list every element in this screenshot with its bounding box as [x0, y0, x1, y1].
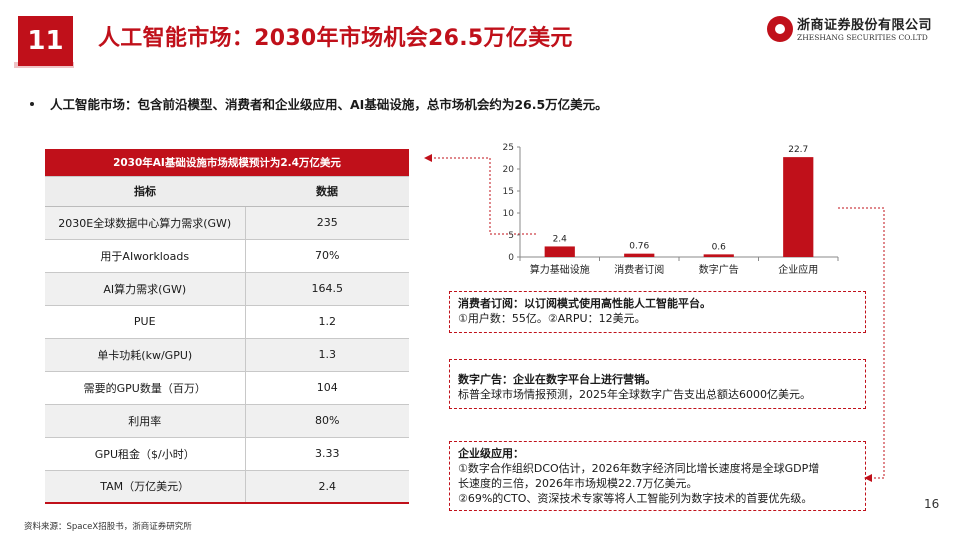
- logo-mark-icon: [767, 16, 793, 42]
- callout-enterprise-line2: 长速度的三倍，2026年市场规模22.7万亿美元。: [458, 477, 698, 490]
- table-cell-value: 2.4: [245, 470, 409, 504]
- table-cell-metric: GPU租金（$/小时）: [45, 437, 246, 471]
- table-cell-metric: 单卡功耗(kw/GPU): [45, 338, 246, 372]
- callout-consumer-body: ①用户数：55亿。②ARPU：12美元。: [458, 312, 646, 325]
- table-cell-value: 70%: [245, 239, 409, 273]
- bar: [544, 246, 575, 257]
- table-cell-value: 1.2: [245, 305, 409, 339]
- data-label: 0.6: [712, 242, 727, 252]
- y-tick-label: 0: [508, 253, 514, 263]
- table-cell-value: 80%: [245, 404, 409, 438]
- table-cell-metric: AI算力需求(GW): [45, 272, 246, 306]
- data-label: 22.7: [788, 145, 808, 155]
- table-cell-value: 3.33: [245, 437, 409, 471]
- page-title: 人工智能市场：2030年市场机会26.5万亿美元: [98, 26, 573, 51]
- connector-table-chart: [424, 154, 536, 235]
- table-cell-value: 235: [245, 206, 409, 240]
- x-tick-label: 企业应用: [778, 263, 818, 276]
- connector-chart-enterprise: [838, 207, 885, 482]
- bullet-text: 人工智能市场：包含前沿模型、消费者和企业级应用、AI基础设施，总市场机会约为26…: [50, 97, 608, 112]
- callout-enterprise-line3: ②69%的CTO、资深技术专家等将人工智能列为数字技术的首要优先级。: [458, 492, 813, 505]
- table-header-value: 数据: [245, 175, 409, 207]
- table-cell-metric: TAM（万亿美元）: [45, 470, 246, 504]
- table-header-metric: 指标: [45, 175, 245, 207]
- callout-enterprise-head: 企业级应用：: [458, 447, 524, 460]
- callout-consumer: 消费者订阅：以订阅模式使用高性能人工智能平台。 ①用户数：55亿。②ARPU：1…: [449, 291, 866, 333]
- table-cell-value: 104: [245, 371, 409, 405]
- logo-en-text: ZHESHANG SECURITIES CO.LTD: [797, 33, 928, 42]
- bullet-dot-icon: [30, 101, 34, 106]
- table-cell-metric: 需要的GPU数量（百万）: [45, 371, 246, 405]
- table-row: PUE 1.2: [45, 305, 409, 339]
- table-cell-value: 1.3: [245, 338, 409, 372]
- y-tick-label: 10: [503, 209, 515, 219]
- data-label: 0.76: [629, 242, 649, 252]
- bullet-summary: 人工智能市场：包含前沿模型、消费者和企业级应用、AI基础设施，总市场机会约为26…: [30, 94, 608, 113]
- table-row: TAM（万亿美元） 2.4: [45, 470, 409, 504]
- bar: [703, 254, 734, 257]
- table-row: 用于AIworkloads 70%: [45, 239, 409, 273]
- section-number: 11: [18, 16, 73, 66]
- table-row: GPU租金（$/小时） 3.33: [45, 437, 409, 471]
- callout-enterprise: 企业级应用： ①数字合作组织DCO估计，2026年数字经济同比增长速度将是全球G…: [449, 441, 866, 511]
- market-bar-chart: 0 5 10 15 20 25 2.4 算力基础设施 0.76 消费者订阅 0.6 数字广告 22.7 企…: [490, 130, 850, 290]
- x-tick-label: 算力基础设施: [530, 263, 590, 276]
- table-row: 单卡功耗(kw/GPU) 1.3: [45, 338, 409, 372]
- table-cell-value: 164.5: [245, 272, 409, 306]
- x-tick-label: 数字广告: [699, 263, 739, 276]
- table-row: 2030E全球数据中心算力需求(GW) 235: [45, 206, 409, 240]
- callout-ads-body: 标普全球市场情报预测，2025年全球数字广告支出总额达6000亿美元。: [458, 388, 811, 401]
- y-tick-label: 20: [503, 165, 515, 175]
- table-title: 2030年AI基础设施市场规模预计为2.4万亿美元: [45, 149, 409, 177]
- callout-ads: 数字广告：企业在数字平台上进行营销。 标普全球市场情报预测，2025年全球数字广…: [449, 359, 866, 409]
- y-tick-label: 25: [503, 143, 514, 153]
- chart-svg: 0 5 10 15 20 25 2.4 算力基础设施 0.76 消费者订阅 0.6 数字广告 22.7 企…: [503, 143, 839, 276]
- tam-table: 2030年AI基础设施市场规模预计为2.4万亿美元 指标 数据 2030E全球数…: [45, 149, 409, 504]
- x-tick-label: 消费者订阅: [614, 263, 664, 276]
- company-logo: 浙商证券股份有限公司 ZHESHANG SECURITIES CO.LTD: [767, 14, 947, 48]
- table-row: AI算力需求(GW) 164.5: [45, 272, 409, 306]
- source-note: 资料来源：SpaceX招股书，浙商证券研究所: [24, 522, 192, 532]
- table-row: 利用率 80%: [45, 404, 409, 438]
- data-label: 2.4: [553, 234, 568, 244]
- page-number: 16: [924, 497, 940, 511]
- table-cell-metric: 2030E全球数据中心算力需求(GW): [45, 206, 246, 240]
- callout-ads-head: 数字广告：企业在数字平台上进行营销。: [458, 373, 656, 386]
- table-cell-metric: 利用率: [45, 404, 246, 438]
- section-number-shadow: [14, 62, 74, 68]
- table-row: 需要的GPU数量（百万） 104: [45, 371, 409, 405]
- callout-enterprise-line1: ①数字合作组织DCO估计，2026年数字经济同比增长速度将是全球GDP增: [458, 462, 820, 475]
- y-tick-label: 15: [503, 187, 514, 197]
- table-cell-metric: PUE: [45, 305, 246, 339]
- y-tick-label: 5: [508, 231, 514, 241]
- logo-cn-text: 浙商证券股份有限公司: [797, 18, 933, 33]
- callout-consumer-head: 消费者订阅：以订阅模式使用高性能人工智能平台。: [458, 297, 711, 310]
- bar: [783, 157, 814, 257]
- table-cell-metric: 用于AIworkloads: [45, 239, 246, 273]
- bar: [624, 253, 655, 257]
